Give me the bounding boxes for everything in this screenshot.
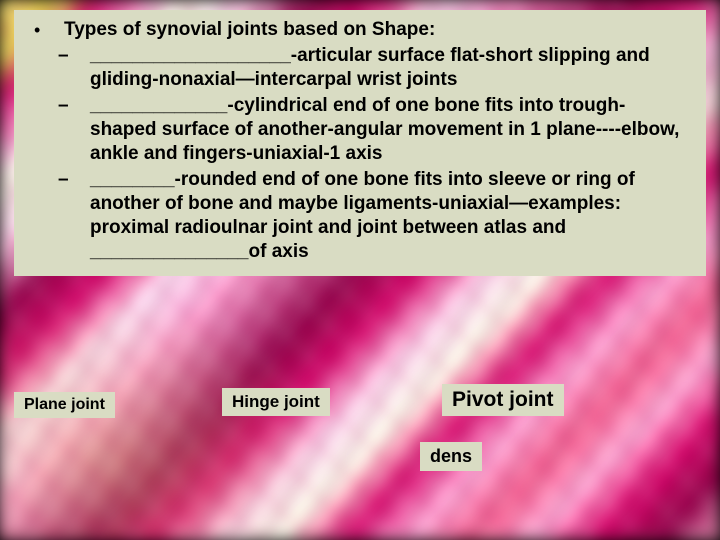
label-dens: dens [420,442,482,471]
dash-icon: – [32,168,90,192]
item-text-1: ___________________-articular surface fl… [90,44,688,92]
label-plane-joint: Plane joint [14,392,115,418]
item-text-2: _____________-cylindrical end of one bon… [90,94,688,166]
list-item: – ________-rounded end of one bone fits … [32,168,688,264]
list-item: – _____________-cylindrical end of one b… [32,94,688,166]
heading-row: • Types of synovial joints based on Shap… [32,18,688,42]
list-item: – ___________________-articular surface … [32,44,688,92]
dash-icon: – [32,94,90,118]
label-hinge-joint: Hinge joint [222,388,330,416]
item-text-3: ________-rounded end of one bone fits in… [90,168,688,264]
label-pivot-joint: Pivot joint [442,384,564,416]
main-content-box: • Types of synovial joints based on Shap… [14,10,706,276]
dash-icon: – [32,44,90,68]
heading-text: Types of synovial joints based on Shape: [64,18,435,42]
bullet-icon: • [32,18,64,42]
